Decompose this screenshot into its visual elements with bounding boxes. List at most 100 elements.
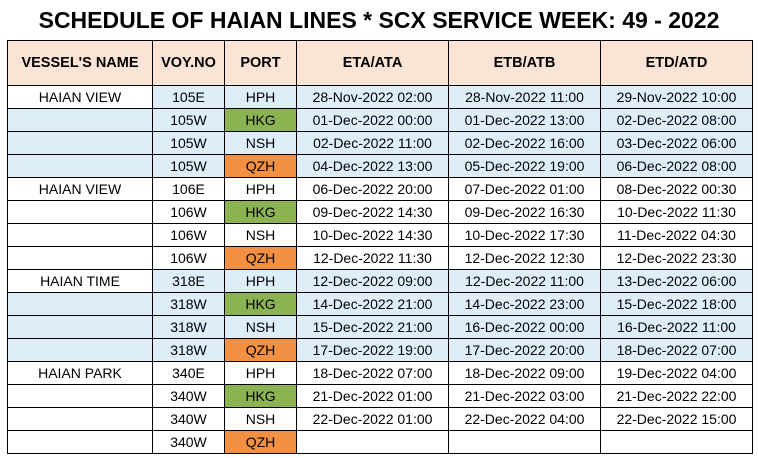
voyage-cell: 340W xyxy=(152,384,225,408)
vessel-name-cell: HAIAN VIEW xyxy=(7,85,153,109)
table-row: 106W HKG 09-Dec-2022 14:30 09-Dec-2022 1… xyxy=(7,200,753,224)
voyage-cell: 105E xyxy=(152,85,225,109)
table-row: HAIAN VIEW 105E HPH 28-Nov-2022 02:00 28… xyxy=(7,85,753,109)
etd-cell: 15-Dec-2022 18:00 xyxy=(600,292,753,316)
etb-cell: 22-Dec-2022 04:00 xyxy=(448,407,601,431)
voyage-cell: 105W xyxy=(152,108,225,132)
table-row: 340W NSH 22-Dec-2022 01:00 22-Dec-2022 0… xyxy=(7,407,753,431)
etd-cell: 06-Dec-2022 08:00 xyxy=(600,154,753,178)
table-row: 340W QZH xyxy=(7,430,753,454)
header-eta: ETA/ATA xyxy=(296,40,449,86)
table-row: 105W NSH 02-Dec-2022 11:00 02-Dec-2022 1… xyxy=(7,131,753,155)
eta-cell: 09-Dec-2022 14:30 xyxy=(296,200,449,224)
table-row: 318W NSH 15-Dec-2022 21:00 16-Dec-2022 0… xyxy=(7,315,753,339)
eta-cell: 10-Dec-2022 14:30 xyxy=(296,223,449,247)
port-cell: HPH xyxy=(224,177,297,201)
etb-cell: 14-Dec-2022 23:00 xyxy=(448,292,601,316)
eta-cell: 21-Dec-2022 01:00 xyxy=(296,384,449,408)
vessel-name-cell xyxy=(7,108,153,132)
vessel-name-cell xyxy=(7,131,153,155)
eta-cell: 06-Dec-2022 20:00 xyxy=(296,177,449,201)
table-row: 318W QZH 17-Dec-2022 19:00 17-Dec-2022 2… xyxy=(7,338,753,362)
etd-cell: 10-Dec-2022 11:30 xyxy=(600,200,753,224)
voyage-cell: 105W xyxy=(152,131,225,155)
vessel-name-cell xyxy=(7,292,153,316)
vessel-name-cell xyxy=(7,223,153,247)
etb-cell: 21-Dec-2022 03:00 xyxy=(448,384,601,408)
port-cell: HPH xyxy=(224,361,297,385)
voyage-cell: 106W xyxy=(152,200,225,224)
etd-cell: 03-Dec-2022 06:00 xyxy=(600,131,753,155)
etb-cell: 12-Dec-2022 11:00 xyxy=(448,269,601,293)
etb-cell: 28-Nov-2022 11:00 xyxy=(448,85,601,109)
voyage-cell: 106W xyxy=(152,246,225,270)
vessel-name-cell xyxy=(7,430,153,454)
port-cell: HKG xyxy=(224,108,297,132)
header-voyage-no: VOY.NO xyxy=(152,40,225,86)
table-row: 105W HKG 01-Dec-2022 00:00 01-Dec-2022 1… xyxy=(7,108,753,132)
vessel-name-cell xyxy=(7,154,153,178)
vessel-name-cell xyxy=(7,315,153,339)
vessel-name-cell: HAIAN TIME xyxy=(7,269,153,293)
table-row: 340W HKG 21-Dec-2022 01:00 21-Dec-2022 0… xyxy=(7,384,753,408)
table-row: 106W NSH 10-Dec-2022 14:30 10-Dec-2022 1… xyxy=(7,223,753,247)
etb-cell: 09-Dec-2022 16:30 xyxy=(448,200,601,224)
table-row: HAIAN PARK 340E HPH 18-Dec-2022 07:00 18… xyxy=(7,361,753,385)
eta-cell: 12-Dec-2022 11:30 xyxy=(296,246,449,270)
vessel-name-cell: HAIAN VIEW xyxy=(7,177,153,201)
etb-cell xyxy=(448,430,601,454)
header-vessel-name: VESSEL'S NAME xyxy=(7,40,153,86)
port-cell: QZH xyxy=(224,246,297,270)
port-cell: NSH xyxy=(224,407,297,431)
eta-cell: 22-Dec-2022 01:00 xyxy=(296,407,449,431)
eta-cell xyxy=(296,430,449,454)
port-cell: HPH xyxy=(224,269,297,293)
etd-cell: 18-Dec-2022 07:00 xyxy=(600,338,753,362)
etb-cell: 07-Dec-2022 01:00 xyxy=(448,177,601,201)
port-cell: NSH xyxy=(224,223,297,247)
port-cell: HKG xyxy=(224,384,297,408)
table-row: HAIAN VIEW 106E HPH 06-Dec-2022 20:00 07… xyxy=(7,177,753,201)
port-cell: HKG xyxy=(224,200,297,224)
voyage-cell: 318E xyxy=(152,269,225,293)
eta-cell: 28-Nov-2022 02:00 xyxy=(296,85,449,109)
eta-cell: 12-Dec-2022 09:00 xyxy=(296,269,449,293)
eta-cell: 17-Dec-2022 19:00 xyxy=(296,338,449,362)
etb-cell: 05-Dec-2022 19:00 xyxy=(448,154,601,178)
voyage-cell: 106E xyxy=(152,177,225,201)
etb-cell: 01-Dec-2022 13:00 xyxy=(448,108,601,132)
etd-cell: 19-Dec-2022 04:00 xyxy=(600,361,753,385)
table-row: 106W QZH 12-Dec-2022 11:30 12-Dec-2022 1… xyxy=(7,246,753,270)
etd-cell: 29-Nov-2022 10:00 xyxy=(600,85,753,109)
etd-cell: 22-Dec-2022 15:00 xyxy=(600,407,753,431)
header-port: PORT xyxy=(224,40,297,86)
etd-cell: 13-Dec-2022 06:00 xyxy=(600,269,753,293)
schedule-title: SCHEDULE OF HAIAN LINES * SCX SERVICE WE… xyxy=(38,7,720,33)
eta-cell: 18-Dec-2022 07:00 xyxy=(296,361,449,385)
table-row: HAIAN TIME 318E HPH 12-Dec-2022 09:00 12… xyxy=(7,269,753,293)
vessel-name-cell xyxy=(7,407,153,431)
etd-cell xyxy=(600,430,753,454)
schedule-table: VESSEL'S NAME VOY.NO PORT ETA/ATA ETB/AT… xyxy=(7,40,753,454)
port-cell: HKG xyxy=(224,292,297,316)
vessel-name-cell xyxy=(7,338,153,362)
etd-cell: 12-Dec-2022 23:30 xyxy=(600,246,753,270)
port-cell: QZH xyxy=(224,338,297,362)
voyage-cell: 340E xyxy=(152,361,225,385)
eta-cell: 01-Dec-2022 00:00 xyxy=(296,108,449,132)
vessel-name-cell xyxy=(7,384,153,408)
voyage-cell: 106W xyxy=(152,223,225,247)
voyage-cell: 318W xyxy=(152,315,225,339)
header-etb: ETB/ATB xyxy=(448,40,601,86)
header-row: VESSEL'S NAME VOY.NO PORT ETA/ATA ETB/AT… xyxy=(7,40,753,86)
port-cell: NSH xyxy=(224,131,297,155)
vessel-name-cell xyxy=(7,246,153,270)
port-cell: QZH xyxy=(224,154,297,178)
etd-cell: 02-Dec-2022 08:00 xyxy=(600,108,753,132)
port-cell: QZH xyxy=(224,430,297,454)
vessel-name-cell xyxy=(7,200,153,224)
voyage-cell: 105W xyxy=(152,154,225,178)
etb-cell: 17-Dec-2022 20:00 xyxy=(448,338,601,362)
voyage-cell: 318W xyxy=(152,338,225,362)
etd-cell: 16-Dec-2022 11:00 xyxy=(600,315,753,339)
